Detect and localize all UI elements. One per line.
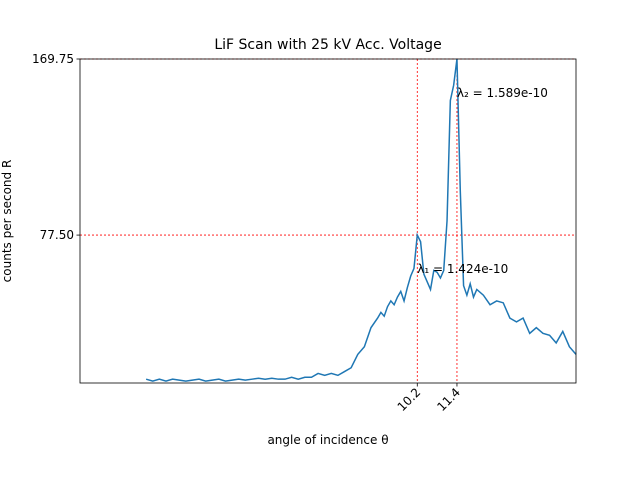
peak-label: λ₁ = 1.424e-10 — [417, 262, 508, 276]
data-line — [145, 58, 577, 382]
y-axis-label: counts per second R — [0, 160, 14, 283]
x-tick-label: 11.4 — [434, 385, 463, 414]
x-axis-label: angle of incidence θ — [267, 433, 388, 447]
x-tick-label: 10.2 — [395, 385, 424, 414]
y-tick-label: 77.50 — [40, 228, 74, 242]
peak-label: λ₂ = 1.589e-10 — [457, 86, 548, 100]
plot-frame — [79, 58, 577, 384]
y-tick-label: 169.75 — [32, 52, 74, 66]
chart-title: LiF Scan with 25 kV Acc. Voltage — [214, 37, 441, 53]
